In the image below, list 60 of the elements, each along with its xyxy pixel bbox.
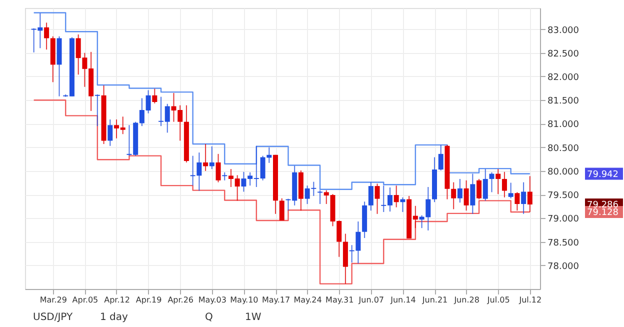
x-tick-label: May.17 (262, 296, 290, 304)
y-tick-label: 83.000 (548, 26, 580, 36)
candlestick (496, 168, 501, 195)
x-tick-label: Jul.12 (518, 296, 542, 304)
candlestick (527, 176, 532, 213)
x-tick-label: Apr.12 (104, 296, 130, 304)
candlestick (464, 180, 469, 212)
candlestick (508, 182, 514, 199)
candlestick (203, 144, 208, 172)
x-tick-label: Apr.26 (168, 296, 194, 304)
y-tick-label: 80.000 (548, 167, 580, 178)
candlestick (44, 22, 50, 50)
x-tick-label: Jun.28 (453, 296, 480, 304)
candlestick (438, 144, 444, 171)
candlestick (521, 182, 526, 214)
y-tick-label: 80.500 (548, 144, 580, 154)
x-tick-label: Jun.14 (390, 296, 416, 304)
x-tick-label: Jun.21 (421, 296, 448, 304)
candlestick (457, 178, 462, 204)
candlestick (476, 178, 482, 200)
y-tick-label: 78.500 (548, 238, 580, 248)
text: 79.942 (587, 170, 618, 180)
text: 1W (245, 312, 262, 323)
candlestick (318, 190, 323, 204)
candlestick (279, 198, 284, 222)
candlestick (209, 146, 214, 170)
candlestick (368, 182, 374, 212)
x-tick-label: May.24 (294, 296, 322, 304)
candlestick (216, 153, 221, 183)
y-tick-label: 82.500 (548, 49, 580, 60)
y-tick-label: 81.500 (548, 96, 580, 107)
y-tick-label: 79.500 (548, 191, 580, 202)
y-tick-label: 78.000 (548, 262, 580, 272)
text: 79.128 (587, 208, 619, 218)
x-tick-label: Apr.05 (72, 296, 98, 304)
candlestick (152, 88, 158, 104)
candlestick (451, 182, 456, 210)
x-tick-label: Jun.07 (358, 296, 384, 304)
text: USD/JPY (33, 312, 74, 323)
y-tick-label: 81.000 (548, 120, 580, 130)
candlestick (470, 173, 476, 214)
text: Q (205, 312, 213, 323)
x-tick-label: May.31 (326, 296, 354, 304)
x-tick-label: Mar.29 (40, 296, 67, 304)
candlestick (514, 192, 520, 212)
candlestick (489, 172, 494, 193)
candlestick (502, 171, 507, 198)
candlestick (394, 185, 399, 208)
x-tick-label: Jul.05 (486, 296, 510, 304)
candlestick (108, 118, 113, 146)
candlestick (374, 183, 380, 214)
text: 1 day (100, 312, 128, 323)
candlestick (94, 94, 100, 127)
candlestick (356, 220, 361, 264)
x-tick-label: Apr.19 (136, 296, 162, 304)
x-tick-label: May.10 (230, 296, 258, 304)
x-tick-label: May.03 (198, 296, 226, 304)
candlestick (482, 168, 488, 202)
y-tick-label: 79.000 (548, 214, 580, 225)
y-tick-label: 82.000 (548, 72, 580, 83)
